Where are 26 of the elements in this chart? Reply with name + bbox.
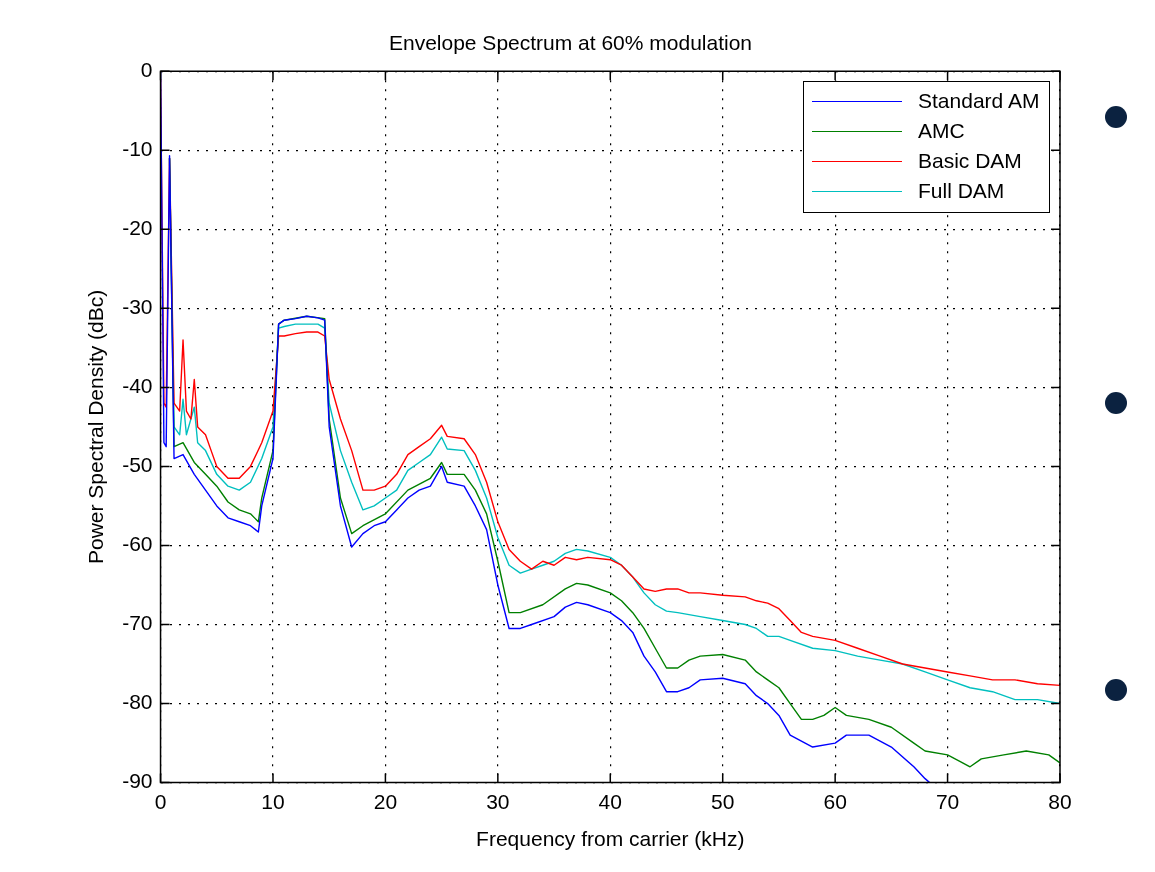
y-axis-title: Power Spectral Density (dBc) [84,289,108,565]
legend-label: Basic DAM [918,149,1022,174]
y-tick-label: -90 [122,769,153,793]
x-tick-label: 40 [598,790,622,813]
legend-label: Standard AM [918,89,1040,114]
y-tick-label: -30 [122,295,153,319]
x-tick-label: 70 [935,790,960,813]
y-tick-label: -10 [122,137,153,161]
y-tick-label: -20 [122,216,153,240]
x-tick-label: 0 [154,790,167,813]
y-tick-label: -80 [122,690,153,714]
x-tick-label: 50 [711,790,735,813]
legend-label: AMC [918,119,965,144]
x-tick-label: 60 [823,790,847,813]
x-tick-label: 80 [1048,790,1072,813]
y-tick-label: -40 [122,374,153,398]
y-tick-label: -50 [122,453,153,477]
legend-label: Full DAM [918,179,1005,204]
x-tick-label: 20 [373,790,398,813]
x-tick-label: 10 [261,790,285,813]
x-tick-label: 30 [486,790,510,813]
y-tick-label: -60 [122,532,153,556]
y-tick-label: -70 [122,611,153,635]
x-axis-title: Frequency from carrier (kHz) [476,827,745,851]
y-tick-label: 0 [140,58,153,81]
chart-title: Envelope Spectrum at 60% modulation [388,31,753,55]
